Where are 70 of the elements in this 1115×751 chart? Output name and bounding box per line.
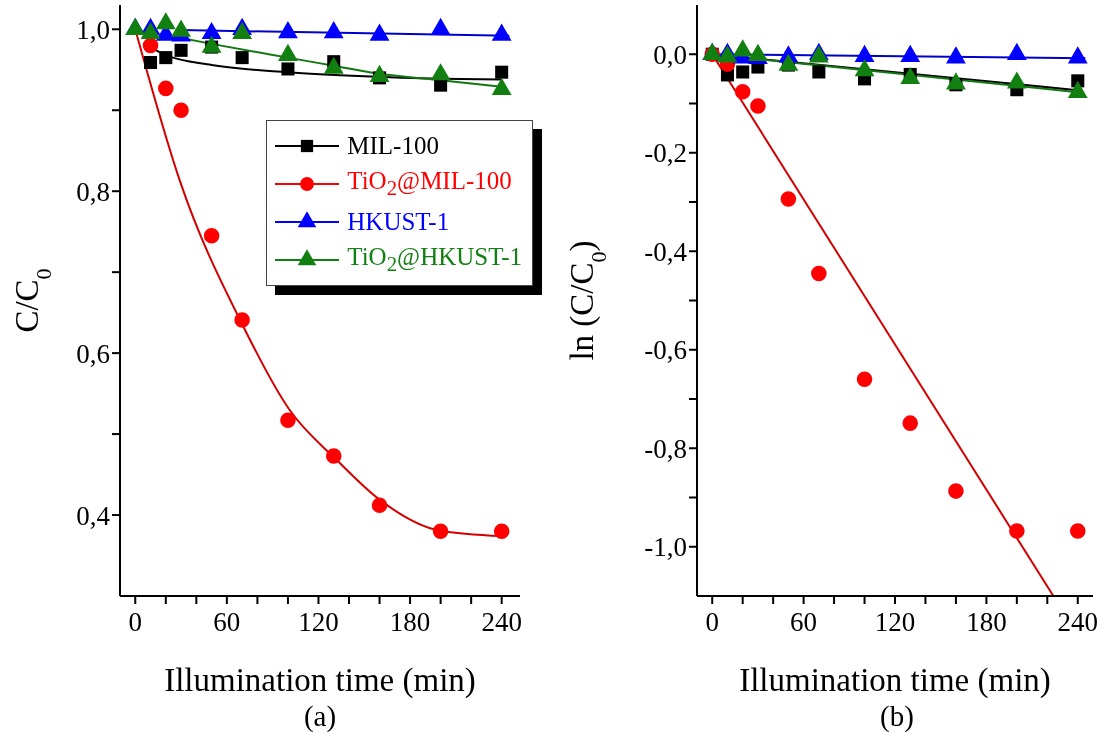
x-tick-label: 60 [213,607,241,638]
y-tick-label: -0,2 [644,138,687,169]
x-tick-label: 120 [874,607,916,638]
point [430,17,451,36]
point [1069,523,1086,539]
point [946,46,966,64]
point [811,265,827,282]
point [369,64,390,82]
text: (b) [879,700,915,733]
point [323,21,344,39]
point [430,63,451,81]
point [155,12,176,30]
point [232,21,253,40]
point [900,66,921,85]
x-tick-label: 180 [966,607,1007,638]
legend-label: TiO$_{2}$@MIL-100 [347,167,512,201]
point [491,23,512,41]
point [1006,71,1027,89]
point [854,44,875,62]
y-tick-label: 0,0 [653,39,687,70]
point [946,72,966,90]
legend-label: MIL-100 [347,132,439,160]
x-tick-label: 240 [481,607,522,638]
point [371,497,388,514]
point [1067,46,1088,64]
y-tick-label: -1,0 [644,532,687,563]
y-tick-label: -0,8 [644,433,687,464]
point [491,77,512,95]
x-tick-label: 240 [1057,607,1099,638]
point [854,59,875,77]
point [323,56,344,74]
y-tick-label: 0,4 [76,500,111,531]
point [780,191,797,207]
y-tick-label: 1,0 [76,14,110,45]
point [1006,42,1027,60]
text: (a) [302,700,338,733]
point [432,523,449,539]
point [1009,523,1025,539]
x-tick-label: 180 [389,607,431,638]
point [948,483,964,499]
y-tick-label: 0,8 [76,176,110,207]
point [902,415,919,431]
point [278,43,298,61]
point [732,39,753,57]
x-tick-label: 120 [298,607,339,638]
legend-label: TiO$_{2}$@HKUST-1 [347,243,522,277]
legend-label: HKUST-1 [347,208,450,236]
y-tick-label: -0,6 [644,335,687,366]
point [234,312,250,328]
point [280,412,296,429]
point [171,19,191,37]
point [778,53,799,71]
y-tick-label: -0,4 [644,236,688,267]
point [369,23,390,41]
point [325,448,342,464]
x-axis-title: Illumination time (min) [739,662,1051,699]
y-tick-label: 0,6 [76,338,110,369]
x-tick-label: 60 [790,607,818,638]
point [900,44,921,62]
x-tick-label: 0 [128,607,143,638]
point [856,371,873,388]
point [493,523,510,539]
x-axis-title: Illumination time (min) [164,662,476,699]
point [203,227,220,244]
point [140,21,161,40]
point [278,21,298,39]
point [1067,80,1088,98]
point [201,35,222,53]
point [201,21,222,40]
x-tick-label: 0 [705,607,719,638]
